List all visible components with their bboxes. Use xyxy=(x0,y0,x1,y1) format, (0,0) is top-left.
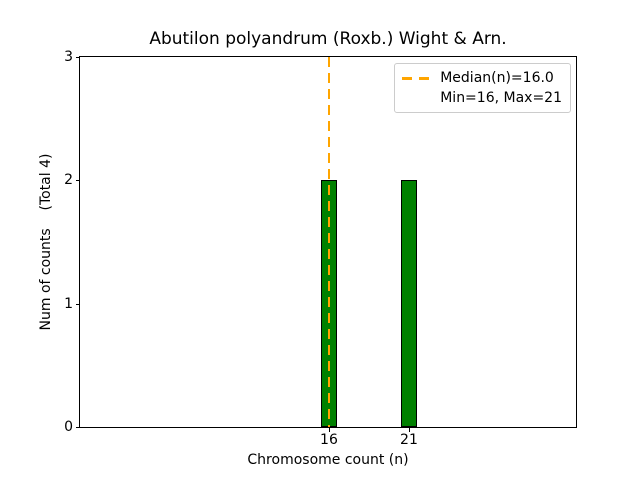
y-tick-label-0: 0 xyxy=(64,419,73,435)
legend-label-minmax: Min=16, Max=21 xyxy=(440,90,562,106)
y-tick-label-3: 3 xyxy=(64,49,73,65)
y-tick-mark-2 xyxy=(76,180,80,182)
x-tick-label-16: 16 xyxy=(320,432,338,448)
bar-21 xyxy=(400,180,417,427)
legend-entry-median: Median(n)=16.0 xyxy=(402,68,562,88)
legend-handle-empty xyxy=(402,97,432,100)
dashed-line-icon xyxy=(402,76,433,80)
plot-area: Median(n)=16.0 Min=16, Max=21 xyxy=(79,56,577,428)
median-line xyxy=(327,57,330,427)
y-tick-label-2: 2 xyxy=(64,172,73,189)
x-tick-label-21: 21 xyxy=(400,432,418,448)
y-tick-label-1: 1 xyxy=(64,295,73,312)
y-tick-mark-3 xyxy=(76,57,80,58)
legend-label-median: Median(n)=16.0 xyxy=(440,70,554,86)
y-tick-mark-1 xyxy=(76,303,80,305)
x-axis-label: Chromosome count (n) xyxy=(247,452,409,468)
legend: Median(n)=16.0 Min=16, Max=21 xyxy=(394,63,571,113)
legend-entry-minmax: Min=16, Max=21 xyxy=(402,88,562,108)
y-tick-mark-0 xyxy=(76,427,80,428)
chart-title: Abutilon polyandrum (Roxb.) Wight & Arn. xyxy=(149,29,507,49)
x-tick-mark-21 xyxy=(408,428,410,432)
x-tick-mark-16 xyxy=(328,428,330,432)
